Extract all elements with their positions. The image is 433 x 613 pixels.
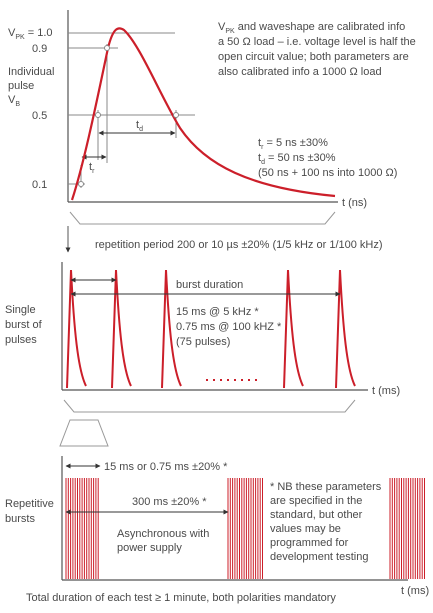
td-spec-1000ohm: (50 ns + 100 ns into 1000 Ω) xyxy=(258,167,397,179)
vb-label: VB xyxy=(8,94,20,108)
td-label: td xyxy=(136,119,143,133)
nb-note-2: are specified in the xyxy=(270,495,362,507)
burst-period-label: 300 ms ±20% * xyxy=(132,496,207,508)
tr-label: tr xyxy=(89,161,95,175)
point-01 xyxy=(78,181,84,187)
burst-pulse-1 xyxy=(66,269,87,389)
individual-label: Individual xyxy=(8,66,54,78)
burst-pulse-3 xyxy=(161,269,182,389)
async-label-1: Asynchronous with xyxy=(117,528,209,540)
tr-spec: tr = 5 ns ±30% xyxy=(258,137,328,151)
calibration-note-line2: a 50 Ω load – i.e. voltage level is half… xyxy=(218,36,416,48)
level-01-label: 0.1 xyxy=(32,179,47,191)
level-09-label: 0.9 xyxy=(32,43,47,55)
burst-width-label: 15 ms or 0.75 ms ±20% * xyxy=(104,461,228,473)
burst-100khz-label: 0.75 ms @ 100 kHZ * xyxy=(176,321,282,333)
single-label-1: Single xyxy=(5,304,36,316)
single-label-2: burst of xyxy=(5,319,43,331)
calibration-note-line1: VPK and waveshape are calibrated info xyxy=(218,21,405,35)
repetitive-bursts-panel: t (ms) Repetitive bursts 15 ms or 0.75 m… xyxy=(5,456,429,597)
point-05-fall xyxy=(173,112,179,118)
individual-pulse-panel: VPK = 1.0 0.9 Individual pulse VB 0.5 0.… xyxy=(8,10,416,253)
nb-note-4: values may be xyxy=(270,523,341,535)
level-05-label: 0.5 xyxy=(32,110,47,122)
nb-note-6: development testing xyxy=(270,551,368,563)
vpk-label: VPK = 1.0 xyxy=(8,27,53,41)
burst-pulse-count: (75 pulses) xyxy=(176,336,230,348)
nb-note-5: programmed for xyxy=(270,537,349,549)
repetition-period-note: repetition period 200 or 10 µs ±20% (1/5… xyxy=(95,239,383,251)
footer-note: Total duration of each test ≥ 1 minute, … xyxy=(26,592,336,604)
async-label-2: power supply xyxy=(117,542,182,554)
burst-pulse-2 xyxy=(111,269,132,389)
zoom-trapezoid xyxy=(59,419,109,447)
t-ns-label: t (ns) xyxy=(342,197,367,209)
repetitive-label: Repetitive xyxy=(5,498,54,510)
point-09 xyxy=(104,45,110,51)
burst-pulse-n xyxy=(335,269,356,389)
calibration-note-line4: also calibrated info a 1000 Ω load xyxy=(218,66,382,78)
burst-5khz-label: 15 ms @ 5 kHz * xyxy=(176,306,259,318)
nb-note-1: * NB these parameters xyxy=(270,481,382,493)
bursts-label: bursts xyxy=(5,513,35,525)
pulse-label: pulse xyxy=(8,80,34,92)
burst-pulse-n-1 xyxy=(283,269,304,389)
burst-block-1 xyxy=(65,478,99,579)
burst-block-3 xyxy=(389,478,425,579)
burst-block-2 xyxy=(227,478,263,579)
td-spec: td = 50 ns ±30% xyxy=(258,152,336,166)
t-ms-label-burst: t (ms) xyxy=(372,385,400,397)
pulse-bracket xyxy=(69,211,336,225)
burst-duration-label: burst duration xyxy=(176,279,243,291)
t-ms-label-bursts: t (ms) xyxy=(401,585,429,597)
calibration-note-line3: open circuit value; both parameters are xyxy=(218,51,409,63)
single-burst-panel: t (ms) Single burst of pulses burst dura… xyxy=(5,262,400,447)
point-05-rise xyxy=(95,112,101,118)
single-label-3: pulses xyxy=(5,334,37,346)
burst-bracket xyxy=(63,399,356,413)
nb-note-3: standard, but other xyxy=(270,509,363,521)
pulse-waveform xyxy=(70,27,336,201)
